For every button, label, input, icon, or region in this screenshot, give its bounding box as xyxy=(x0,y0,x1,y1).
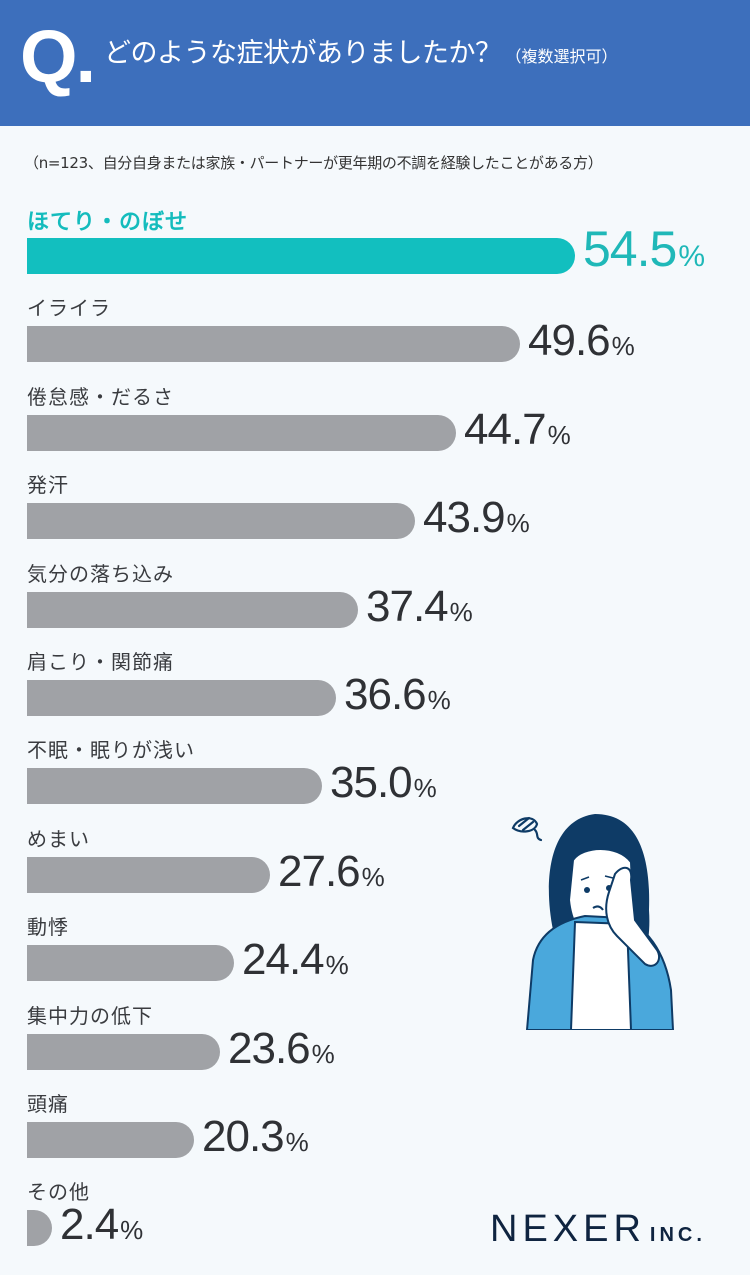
bar-label: その他 xyxy=(27,1180,90,1205)
bar-label: 倦怠感・だるさ xyxy=(27,384,174,409)
percent-sign: % xyxy=(449,596,473,627)
bar-value: 2.4% xyxy=(60,1200,143,1255)
bar xyxy=(27,591,358,628)
bar-row: 集中力の低下 23.6% xyxy=(0,1000,750,1088)
bar-row: ほてり・のぼせ 54.5% xyxy=(0,204,750,292)
bar xyxy=(27,768,322,805)
bar-row: 動悸 24.4% xyxy=(0,911,750,999)
bar-label: 動悸 xyxy=(27,915,69,940)
worried-woman-illustration xyxy=(511,814,675,1030)
sample-note: （n=123、自分自身または家族・パートナーが更年期の不調を経験したことがある方… xyxy=(24,154,603,172)
bar-label: 頭痛 xyxy=(27,1092,69,1116)
value-number: 49.6 xyxy=(528,316,611,366)
bar-label: イライラ xyxy=(27,296,111,321)
percent-sign: % xyxy=(285,1127,309,1157)
bar-row: 倦怠感・だるさ 44.7% xyxy=(0,381,750,469)
percent-sign: % xyxy=(611,331,635,362)
value-number: 36.6 xyxy=(344,670,427,719)
bar-row: 発汗 43.9% xyxy=(0,469,750,557)
bar-value: 23.6% xyxy=(228,1024,335,1079)
bar xyxy=(27,856,270,893)
bar xyxy=(27,1210,52,1247)
bar-value: 27.6% xyxy=(278,847,385,902)
bar-label: 発汗 xyxy=(27,473,69,498)
bar-value: 36.6% xyxy=(344,670,451,725)
bar-row: 頭痛 20.3% xyxy=(0,1088,750,1176)
value-number: 20.3 xyxy=(202,1112,285,1161)
bar-label: 気分の落ち込み xyxy=(27,561,174,586)
percent-sign: % xyxy=(547,419,571,450)
bar-value: 49.6% xyxy=(528,316,635,371)
q-mark: Q. xyxy=(20,15,96,98)
bar-row: 不眠・眠りが浅い 35.0% xyxy=(0,734,750,822)
bar xyxy=(27,326,520,363)
question-subtitle: （複数選択可） xyxy=(505,47,618,66)
bar xyxy=(27,238,575,274)
percent-sign: % xyxy=(678,240,706,273)
percent-sign: % xyxy=(413,773,437,804)
percent-sign: % xyxy=(506,508,530,539)
bar-value: 37.4% xyxy=(366,582,473,637)
percent-sign: % xyxy=(361,861,385,892)
bar-row: イライラ 49.6% xyxy=(0,292,750,380)
bar xyxy=(27,1122,194,1158)
value-number: 24.4 xyxy=(242,935,325,985)
bar xyxy=(27,1033,220,1070)
percent-sign: % xyxy=(325,950,349,981)
logo-main: NEXER xyxy=(490,1208,646,1250)
bar-row: めまい 27.6% xyxy=(0,823,750,911)
bar-value: 54.5% xyxy=(583,224,705,282)
bar-value: 35.0% xyxy=(330,758,437,813)
worry-scribble-icon xyxy=(511,816,543,842)
value-number: 43.9 xyxy=(423,493,506,543)
bar xyxy=(27,680,336,716)
bar-label: 不眠・眠りが浅い xyxy=(27,738,195,763)
percent-sign: % xyxy=(120,1215,144,1246)
question-header: Q. どのような症状がありましたか？ （複数選択可） xyxy=(0,0,750,126)
bar-label: 集中力の低下 xyxy=(27,1003,153,1028)
bar-value: 20.3% xyxy=(202,1112,309,1167)
question-text: どのような症状がありましたか？ xyxy=(104,38,502,69)
bar xyxy=(27,945,234,982)
question-title: どのような症状がありましたか？ （複数選択可） xyxy=(104,34,618,77)
percent-sign: % xyxy=(311,1038,335,1069)
value-number: 23.6 xyxy=(228,1023,311,1073)
bar-value: 43.9% xyxy=(423,493,530,548)
bar-row: 気分の落ち込み 37.4% xyxy=(0,558,750,646)
value-number: 54.5 xyxy=(583,221,677,277)
percent-sign: % xyxy=(427,685,451,715)
value-number: 44.7 xyxy=(464,404,547,454)
bar-row: 肩こり・関節痛 36.6% xyxy=(0,646,750,734)
bar-row: その他 2.4% xyxy=(0,1176,750,1264)
bar xyxy=(27,414,456,451)
bar-label: 肩こり・関節痛 xyxy=(27,650,174,674)
bar-value: 44.7% xyxy=(464,405,571,460)
value-number: 35.0 xyxy=(330,758,413,808)
bar-label: めまい xyxy=(27,826,90,851)
value-number: 27.6 xyxy=(278,846,361,896)
bar-value: 24.4% xyxy=(242,935,349,990)
nexer-logo: NEXER INC. xyxy=(490,1208,706,1251)
logo-inc: INC. xyxy=(649,1224,706,1246)
value-number: 37.4 xyxy=(366,581,449,631)
bar-label: ほてり・のぼせ xyxy=(27,210,189,235)
bar xyxy=(27,503,415,540)
value-number: 2.4 xyxy=(60,1200,119,1250)
